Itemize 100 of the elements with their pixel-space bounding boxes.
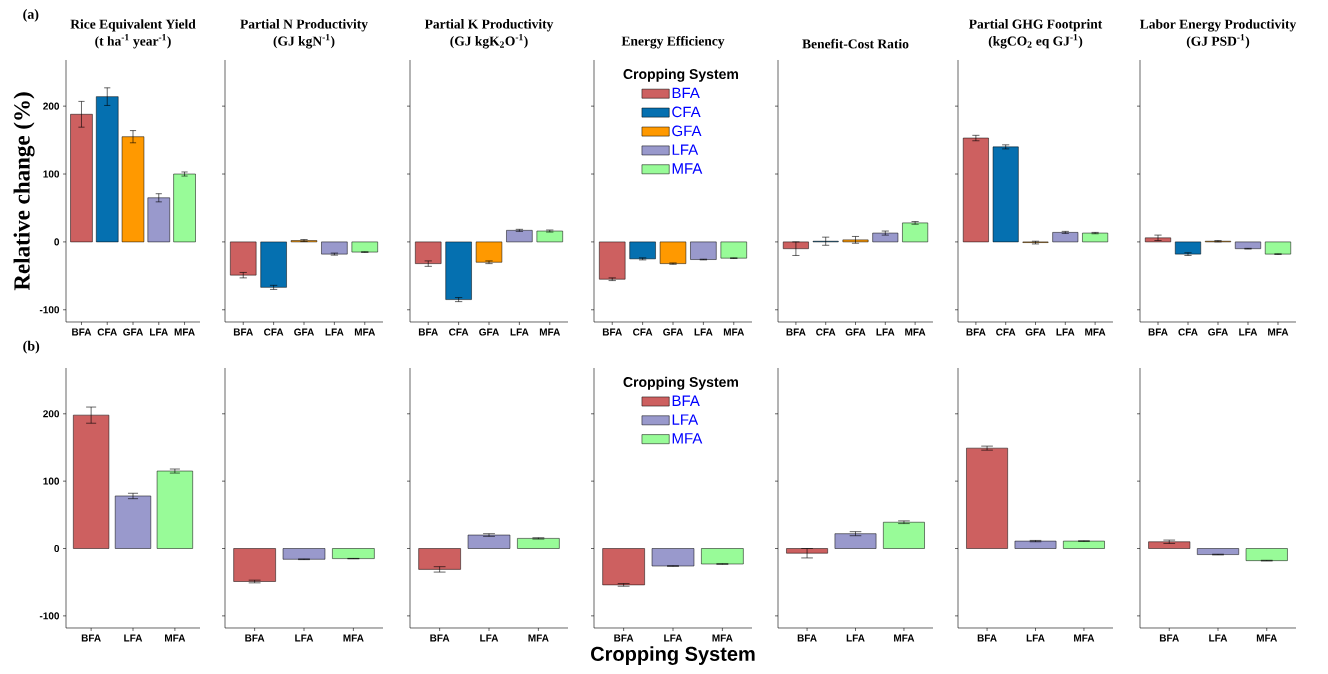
x-tick-label: LFA xyxy=(295,634,314,642)
x-tick-label: LFA xyxy=(150,328,168,336)
x-tick-label: CFA xyxy=(816,328,836,336)
bar xyxy=(147,197,170,243)
x-tick-label: LFA xyxy=(876,328,895,336)
bar xyxy=(114,495,152,549)
x-tick-label: LFA xyxy=(1239,328,1258,336)
x-tick-label: GFA xyxy=(845,328,866,336)
x-tick-label: BFA xyxy=(1159,634,1179,642)
y-tick-label: 100 xyxy=(43,170,60,178)
y-tick-label: -100 xyxy=(39,612,60,620)
x-tick-label: CFA xyxy=(264,328,284,336)
bar xyxy=(156,470,193,549)
x-tick-label: BFA xyxy=(245,634,265,642)
x-tick-label: CFA xyxy=(996,328,1016,336)
x-tick-label: BFA xyxy=(418,328,438,336)
x-tick-label: MFA xyxy=(354,328,376,336)
x-tick-label: LFA xyxy=(1026,634,1045,642)
y-tick-label: 0 xyxy=(54,238,60,246)
x-axis-title: Cropping System xyxy=(591,646,755,665)
x-tick-label: BFA xyxy=(430,634,450,642)
chart-title: Partial N Productivity xyxy=(240,19,368,32)
chart-title: Labor Energy Productivity xyxy=(1139,19,1297,32)
bar xyxy=(902,222,929,243)
x-tick-label: BFA xyxy=(602,328,622,336)
x-tick-label: LFA xyxy=(510,328,529,336)
legend-label: MFA xyxy=(672,163,703,174)
chart-title: Energy Efficiency xyxy=(621,35,725,49)
y-axis-title: Relative change (%) xyxy=(13,92,35,291)
x-tick-label: MFA xyxy=(712,634,733,642)
x-tick-label: GFA xyxy=(663,328,684,336)
x-tick-label: MFA xyxy=(905,328,926,336)
chart-subtitle: (GJ kgK$_{2}$O$^{-1}$) xyxy=(450,34,528,49)
x-tick-label: MFA xyxy=(723,328,745,336)
x-tick-label: MFA xyxy=(174,328,195,336)
bar xyxy=(962,137,989,243)
legend-label: BFA xyxy=(672,87,700,99)
x-tick-label: MFA xyxy=(528,634,549,642)
x-tick-label: GFA xyxy=(123,328,144,336)
bar xyxy=(872,232,899,243)
x-tick-label: BFA xyxy=(797,634,817,642)
chart-title: Partial K Productivity xyxy=(424,19,554,32)
y-tick-label: 200 xyxy=(43,102,60,110)
x-tick-label: GFA xyxy=(1208,328,1229,336)
legend-label: LFA xyxy=(672,414,699,425)
x-tick-label: BFA xyxy=(966,328,986,336)
x-tick-label: LFA xyxy=(1209,634,1228,642)
legend-label: LFA xyxy=(672,144,699,155)
x-tick-label: MFA xyxy=(894,634,915,642)
x-tick-label: BFA xyxy=(1148,328,1168,336)
bar xyxy=(842,239,869,243)
bar xyxy=(1052,232,1079,243)
x-tick-label: GFA xyxy=(479,328,500,336)
chart-title: Benefit-Cost Ratio xyxy=(802,38,909,49)
x-tick-label: LFA xyxy=(694,328,713,336)
x-tick-label: LFA xyxy=(124,634,143,642)
y-tick-label: 200 xyxy=(43,410,60,418)
x-tick-label: MFA xyxy=(1085,328,1106,336)
x-tick-label: MFA xyxy=(539,328,561,336)
legend-title: Cropping System xyxy=(623,68,738,82)
chart-subtitle: (GJ kgN$^{-1}$) xyxy=(273,34,335,49)
legend-label: GFA xyxy=(672,125,702,137)
x-tick-label: MFA xyxy=(165,634,186,642)
x-tick-label: CFA xyxy=(1178,328,1198,336)
x-tick-label: BFA xyxy=(786,328,806,336)
x-tick-label: CFA xyxy=(633,328,653,336)
y-tick-label: 0 xyxy=(54,544,60,553)
legend-label: BFA xyxy=(672,395,700,406)
x-tick-label: LFA xyxy=(325,328,344,336)
bar xyxy=(1082,232,1109,243)
x-tick-label: MFA xyxy=(1268,328,1289,336)
legend-label: CFA xyxy=(672,106,701,118)
chart-title: Rice Equivalent Yield xyxy=(70,19,196,32)
x-tick-label: BFA xyxy=(72,328,92,336)
x-tick-label: CFA xyxy=(97,328,117,336)
legend-label: MFA xyxy=(672,433,703,444)
x-tick-label: GFA xyxy=(294,328,315,336)
x-tick-label: BFA xyxy=(977,634,997,642)
x-tick-label: MFA xyxy=(343,634,364,642)
x-tick-label: CFA xyxy=(449,328,469,336)
chart-subtitle: (kgCO$_{2}$ eq GJ$^{-1}$) xyxy=(988,34,1083,49)
x-tick-label: LFA xyxy=(480,634,499,642)
x-tick-label: MFA xyxy=(1074,634,1095,642)
x-tick-label: GFA xyxy=(1025,328,1046,336)
x-tick-label: LFA xyxy=(664,634,683,642)
chart-title: Partial GHG Footprint xyxy=(969,19,1103,32)
chart-subtitle: (GJ PSD$^{-1}$) xyxy=(1186,34,1250,49)
x-tick-label: MFA xyxy=(1256,634,1278,642)
x-tick-label: LFA xyxy=(1056,328,1075,336)
x-tick-label: LFA xyxy=(846,634,865,642)
bar xyxy=(992,146,1019,243)
text: (b) xyxy=(23,340,40,354)
chart-subtitle: (t ha$^{-1}$ year$^{-1}$) xyxy=(95,34,171,49)
legend-title: Cropping System xyxy=(623,376,738,390)
bar xyxy=(173,173,196,243)
x-tick-label: BFA xyxy=(81,634,101,642)
text: (a) xyxy=(23,9,39,22)
y-tick-label: -100 xyxy=(39,306,60,314)
y-tick-label: 100 xyxy=(43,477,60,485)
x-tick-label: BFA xyxy=(614,634,634,642)
